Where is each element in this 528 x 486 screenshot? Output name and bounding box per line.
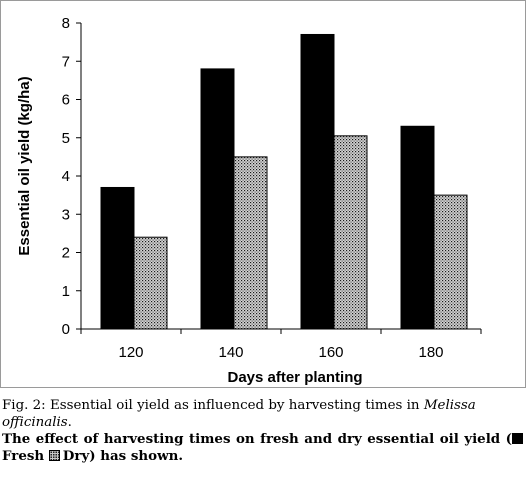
figure-description: The effect of harvesting times on fresh …: [2, 431, 526, 465]
x-tick-label: 180: [418, 344, 443, 361]
y-axis-ticks: 0 1 2 3 4 5 6 7 8: [62, 15, 81, 338]
desc-part1: The effect of harvesting times on fresh …: [2, 431, 512, 447]
chart-frame: 0 1 2 3 4 5 6 7 8 120 140 160 180 Essential oil yie…: [0, 0, 526, 388]
bars: [100, 33, 468, 330]
bar-chart: 0 1 2 3 4 5 6 7 8 120 140 160 180 Essential oil yie…: [16, 15, 482, 386]
x-axis-ticks: 120 140 160 180: [80, 329, 482, 361]
bar-dry-180: [433, 194, 468, 330]
y-tick-label: 1: [62, 283, 70, 300]
bar-fresh-160: [300, 33, 335, 330]
y-tick-label: 4: [62, 168, 70, 185]
y-tick-label: 5: [62, 130, 70, 147]
dry-swatch: [48, 450, 60, 461]
fresh-swatch: [512, 433, 523, 444]
dry-label: Dry: [62, 448, 90, 464]
desc-part2: ) has shown.: [89, 448, 183, 464]
bar-fresh-140: [200, 68, 235, 330]
figure-caption: Fig. 2: Essential oil yield as influence…: [2, 397, 526, 465]
bar-dry-140: [233, 156, 268, 330]
y-tick-label: 2: [62, 245, 70, 262]
x-tick-label: 160: [318, 344, 343, 361]
y-axis-title: Essential oil yield (kg/ha): [16, 76, 33, 255]
bar-fresh-120: [100, 186, 135, 330]
y-tick-label: 0: [62, 321, 70, 338]
figure-title: Fig. 2: Essential oil yield as influence…: [2, 397, 526, 431]
bar-dry-160: [333, 135, 368, 330]
x-axis-title: Days after planting: [227, 369, 362, 386]
x-tick-label: 120: [118, 344, 143, 361]
y-tick-label: 8: [62, 15, 70, 32]
x-tick-label: 140: [218, 344, 243, 361]
y-tick-label: 3: [62, 206, 70, 223]
y-tick-label: 7: [62, 53, 70, 70]
bar-dry-120: [133, 236, 168, 330]
figure-end: .: [67, 415, 72, 430]
y-tick-label: 6: [62, 92, 70, 109]
bar-fresh-180: [400, 125, 435, 330]
fresh-label: Fresh: [2, 448, 45, 464]
species-name: Melissa officinalis: [2, 398, 476, 430]
figure-label: Fig. 2: Essential oil yield as influence…: [2, 398, 424, 413]
